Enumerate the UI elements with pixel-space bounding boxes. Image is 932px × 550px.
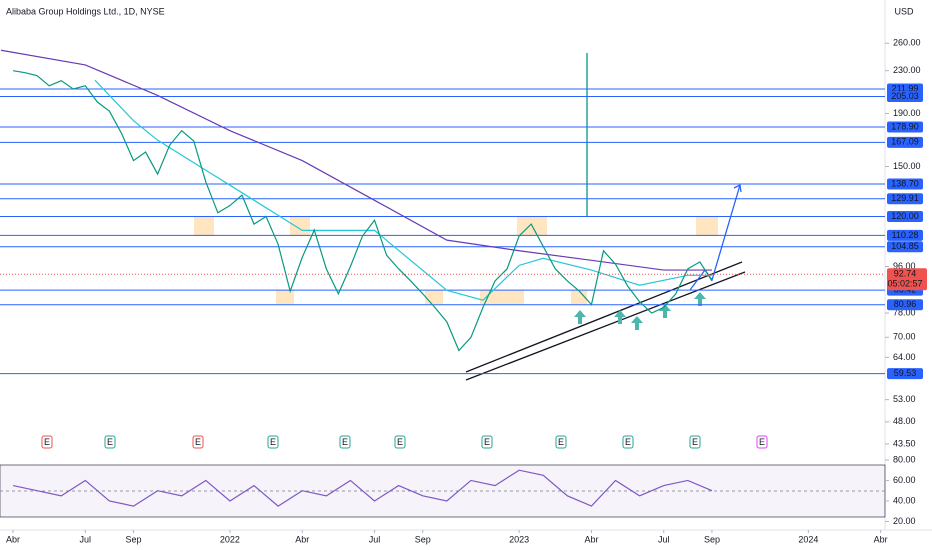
level-label: 59.53 [894, 368, 917, 378]
earnings-box [267, 435, 279, 449]
level-label: 138.70 [891, 178, 919, 188]
level-label-box [887, 121, 923, 133]
earnings-box [689, 435, 701, 449]
level-label-box [887, 193, 923, 205]
x-tick-label: Abr [874, 534, 888, 544]
y-tick-label: 150.00 [893, 161, 921, 171]
level-label-box [887, 368, 923, 380]
y-tick-label: 64.00 [893, 352, 916, 362]
y-tick-label: 260.00 [893, 38, 921, 48]
zone-box [276, 290, 294, 304]
level-label: 110.28 [892, 230, 919, 240]
x-tick-label: 2024 [798, 534, 818, 544]
up-arrow [659, 304, 671, 318]
earnings-marker: E [692, 437, 698, 447]
earnings-box [555, 435, 567, 449]
zone-box [696, 216, 718, 236]
y-tick-label: 80.00 [893, 454, 916, 464]
level-label-box [887, 211, 923, 223]
x-tick-label: 2022 [220, 534, 240, 544]
earnings-box [192, 435, 204, 449]
y-tick-label: 60.00 [893, 475, 916, 485]
x-tick-label: 2023 [509, 534, 529, 544]
up-arrow [574, 310, 586, 324]
earnings-marker: E [342, 437, 348, 447]
level-label: 129.91 [891, 193, 919, 203]
level-label: 205.03 [891, 91, 919, 101]
y-tick-label: 48.00 [893, 416, 916, 426]
last-price-label: 92.74 [894, 269, 917, 279]
y-tick-label: 40.00 [893, 495, 916, 505]
level-label-box [887, 241, 923, 253]
earnings-marker: E [44, 437, 50, 447]
level-label-box [887, 229, 923, 241]
earnings-box [41, 435, 53, 449]
earnings-marker: E [107, 437, 113, 447]
earnings-marker: E [625, 437, 631, 447]
price-line [12, 469, 713, 507]
x-tick-label: Sep [415, 534, 431, 544]
zone-box [571, 290, 587, 304]
trend-line [465, 261, 743, 373]
earnings-box [104, 435, 116, 449]
x-tick-label: Jul [80, 534, 92, 544]
x-tick-label: Jul [369, 534, 381, 544]
y-tick-label: 53.00 [893, 394, 916, 404]
earnings-marker: E [484, 437, 490, 447]
level-label: 104.85 [891, 241, 919, 251]
earnings-box [394, 435, 406, 449]
x-tick-label: Abr [584, 534, 598, 544]
countdown: 05:02:57 [887, 279, 922, 289]
price-line [12, 70, 713, 352]
earnings-marker: E [759, 437, 765, 447]
level-label: 178.90 [891, 121, 919, 131]
y-tick-label: 70.00 [893, 332, 916, 342]
arrow-head [733, 184, 742, 193]
earnings-marker: E [195, 437, 201, 447]
zone-box [480, 290, 524, 304]
x-tick-label: Sep [126, 534, 142, 544]
zone-box [194, 216, 214, 236]
y-tick-label: 190.00 [893, 108, 921, 118]
zone-box [290, 216, 310, 236]
earnings-box [481, 435, 493, 449]
level-label: 211.99 [892, 83, 919, 93]
x-tick-label: Jul [658, 534, 670, 544]
y-tick-label: 78.00 [893, 307, 916, 317]
up-arrow [614, 310, 626, 324]
up-arrow [694, 292, 706, 306]
earnings-box [622, 435, 634, 449]
level-label: 120.00 [891, 211, 919, 221]
x-tick-label: Sep [704, 534, 720, 544]
moving-average [94, 79, 712, 301]
earnings-box [756, 435, 768, 449]
level-label-box [887, 90, 923, 102]
earnings-marker: E [558, 437, 564, 447]
level-label: 167.09 [891, 137, 919, 147]
currency: USD [894, 6, 914, 16]
earnings-marker: E [270, 437, 276, 447]
signal-arrows [574, 292, 706, 330]
y-tick-label: 230.00 [893, 65, 921, 75]
zone-box [425, 290, 443, 304]
level-label-box [887, 178, 923, 190]
y-tick-label: 43.50 [893, 438, 916, 448]
earnings-marker: E [397, 437, 403, 447]
rsi-band [0, 464, 886, 518]
last-price-box [887, 268, 927, 291]
x-tick-label: Abr [6, 534, 20, 544]
level-label-box [887, 299, 923, 311]
y-tick-label: 20.00 [893, 516, 916, 526]
up-arrow [631, 316, 643, 330]
y-tick-label: 96.00 [893, 261, 916, 271]
chart-title: Alibaba Group Holdings Ltd., 1D, NYSE [6, 6, 165, 16]
earnings-box [339, 435, 351, 449]
level-label-box [887, 136, 923, 148]
level-label: 80.96 [894, 299, 917, 309]
x-tick-label: Abr [295, 534, 309, 544]
